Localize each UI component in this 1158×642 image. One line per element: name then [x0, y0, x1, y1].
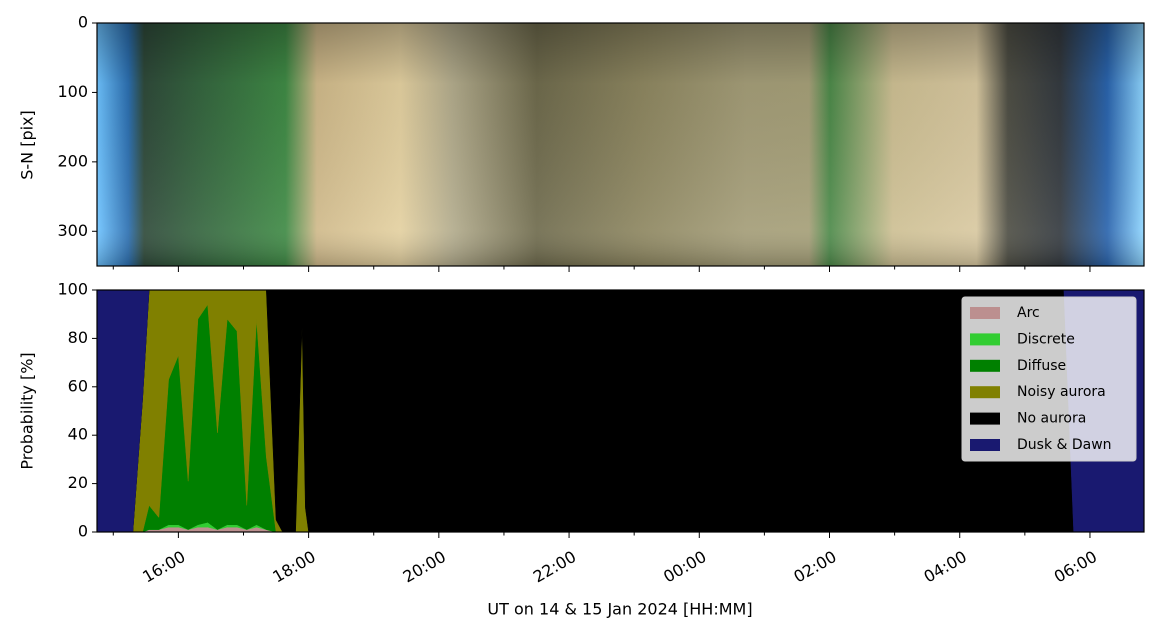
x-tick-label: 22:00 [530, 547, 579, 587]
legend-label: Arc [1017, 305, 1040, 321]
x-tick-label: 16:00 [139, 547, 188, 587]
y-tick-label: 0 [78, 522, 88, 541]
x-tick-label: 00:00 [660, 547, 709, 587]
y-tick-label: 300 [57, 221, 88, 240]
y-tick-label: 80 [68, 328, 88, 347]
axes-frame [96, 22, 1145, 267]
keogram-shade [97, 23, 1144, 266]
legend-box [961, 296, 1137, 462]
x-axis-label: UT on 14 & 15 Jan 2024 [HH:MM] [487, 600, 752, 619]
legend-label: Discrete [1017, 331, 1075, 347]
x-tick-label: 20:00 [400, 547, 449, 587]
y-tick-label: 0 [78, 13, 88, 32]
y-tick-label: 20 [68, 473, 88, 492]
y-tick-label: 200 [57, 151, 88, 170]
y-tick-label: 100 [57, 82, 88, 101]
legend-swatch [970, 359, 1000, 372]
y-axis-label: Probability [%] [18, 352, 37, 469]
legend-swatch [970, 412, 1000, 425]
x-tick-label: 18:00 [269, 547, 318, 587]
legend-label: Diffuse [1017, 358, 1066, 374]
x-tick-label: 02:00 [790, 547, 839, 587]
legend-swatch [970, 307, 1000, 319]
legend-swatch [970, 386, 1000, 399]
y-tick-label: 40 [68, 425, 88, 444]
legend-label: Dusk & Dawn [1017, 437, 1112, 453]
axes-frame [96, 289, 1145, 533]
x-tick-label: 04:00 [921, 547, 970, 587]
legend-swatch [970, 333, 1000, 346]
legend-label: No aurora [1017, 411, 1086, 427]
y-tick-label: 100 [57, 280, 88, 299]
legend-swatch [970, 439, 1000, 451]
legend-label: Noisy aurora [1017, 384, 1106, 400]
x-tick-label: 06:00 [1051, 547, 1100, 587]
y-tick-label: 60 [68, 376, 88, 395]
y-axis-label: S-N [pix] [18, 110, 37, 180]
